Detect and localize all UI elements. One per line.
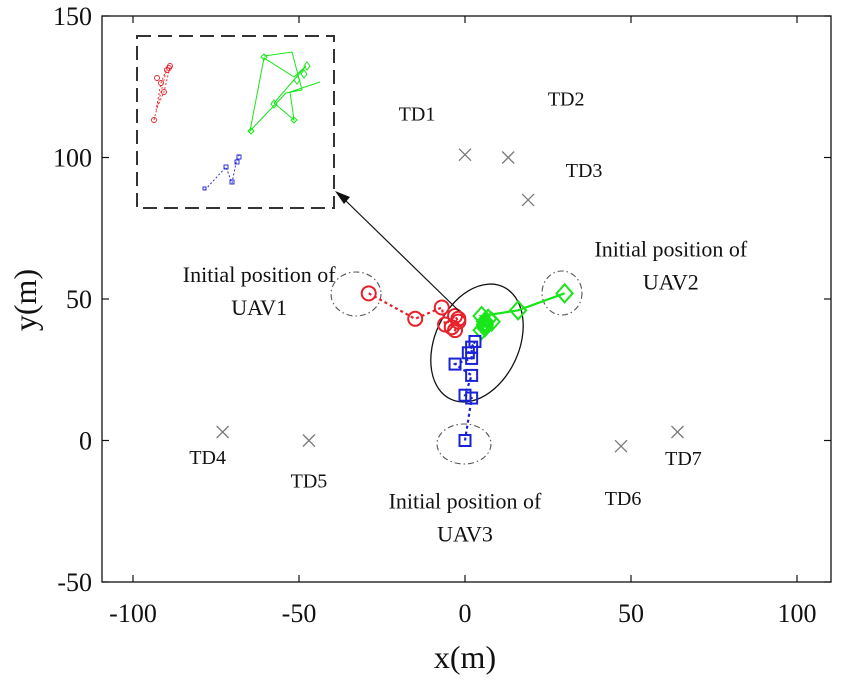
data-point xyxy=(508,299,528,321)
data-point xyxy=(472,305,491,327)
target-label: TD3 xyxy=(566,160,603,182)
annotation-text: Initial position of xyxy=(594,237,747,262)
inset-frame xyxy=(136,35,335,209)
x-tick-label: 100 xyxy=(778,599,817,628)
inset-uav3-trajectory xyxy=(202,153,242,191)
target-label: TD7 xyxy=(665,448,702,470)
data-point xyxy=(475,313,495,335)
uav1-initial-circle xyxy=(330,271,382,317)
axis-tick-labels: -100 -50 0 50 100 -50 0 50 100 150 xyxy=(53,2,817,628)
data-point xyxy=(468,334,482,348)
target-cross xyxy=(501,151,515,164)
trajectory-line xyxy=(452,340,476,441)
uav2-initial-circle xyxy=(541,270,583,316)
data-point xyxy=(447,322,464,339)
target-label: TD1 xyxy=(399,104,436,126)
target-cross xyxy=(458,148,472,162)
target-td2 xyxy=(501,151,515,164)
target-cross xyxy=(614,439,628,453)
annotation-text: UAV1 xyxy=(231,295,287,320)
y-tick-label: 50 xyxy=(66,285,92,314)
annotations: Initial position of UAV1 Initial position … xyxy=(183,237,748,547)
zoom-inset xyxy=(136,35,335,209)
target-label: TD4 xyxy=(189,447,226,469)
target-td5 xyxy=(302,434,316,447)
inset-uav1-trajectory xyxy=(151,63,173,123)
target-cross xyxy=(216,425,230,439)
axis-ticks xyxy=(102,15,831,583)
x-tick-label: 0 xyxy=(459,599,472,628)
data-point xyxy=(555,282,574,304)
target-td6 xyxy=(614,439,628,453)
data-point xyxy=(475,311,495,333)
inset-uav2-trajectory xyxy=(247,51,321,135)
target-label: TD6 xyxy=(605,488,642,510)
data-point xyxy=(458,434,472,447)
uav3-initial-circle xyxy=(436,423,492,465)
y-axis-label: y(m) xyxy=(7,269,43,331)
y-tick-label: 150 xyxy=(53,2,92,31)
data-point xyxy=(465,391,479,405)
target-markers: TD1 TD2 TD3 TD4 TD5 TD6 TD7 xyxy=(189,89,702,511)
x-axis-label: x(m) xyxy=(434,639,496,675)
target-cross xyxy=(671,425,684,439)
data-point xyxy=(448,357,462,371)
uav-trajectories xyxy=(360,282,574,447)
trajectory-line xyxy=(368,292,460,332)
initial-position-circles xyxy=(330,270,583,465)
annotation-text: UAV3 xyxy=(437,521,493,546)
data-point xyxy=(433,299,450,316)
annotation-text: Initial position of xyxy=(183,262,336,287)
target-label: TD5 xyxy=(291,471,328,493)
y-tick-label: 0 xyxy=(79,427,92,456)
y-tick-label: 100 xyxy=(53,144,92,173)
zoom-arrow xyxy=(335,191,460,312)
y-tick-label: -50 xyxy=(57,568,92,597)
target-td7 xyxy=(671,425,684,439)
data-point xyxy=(458,388,472,402)
series-uav2 xyxy=(472,282,574,341)
data-point xyxy=(407,310,424,327)
x-tick-label: -50 xyxy=(282,599,317,628)
target-cross xyxy=(302,434,316,447)
x-tick-label: 50 xyxy=(618,599,644,628)
target-cross xyxy=(521,193,535,207)
data-point xyxy=(360,285,377,302)
target-td4 xyxy=(216,425,230,439)
x-tick-label: -100 xyxy=(109,599,157,628)
target-td1 xyxy=(458,148,472,162)
data-point xyxy=(465,368,479,382)
annotation-text: Initial position of xyxy=(389,488,542,513)
data-point xyxy=(461,346,475,360)
target-label: TD2 xyxy=(548,89,585,111)
annotation-text: UAV2 xyxy=(643,270,699,295)
series-uav1 xyxy=(360,285,467,339)
series-uav3 xyxy=(448,334,482,447)
data-point xyxy=(450,310,467,327)
target-td3 xyxy=(521,193,535,207)
